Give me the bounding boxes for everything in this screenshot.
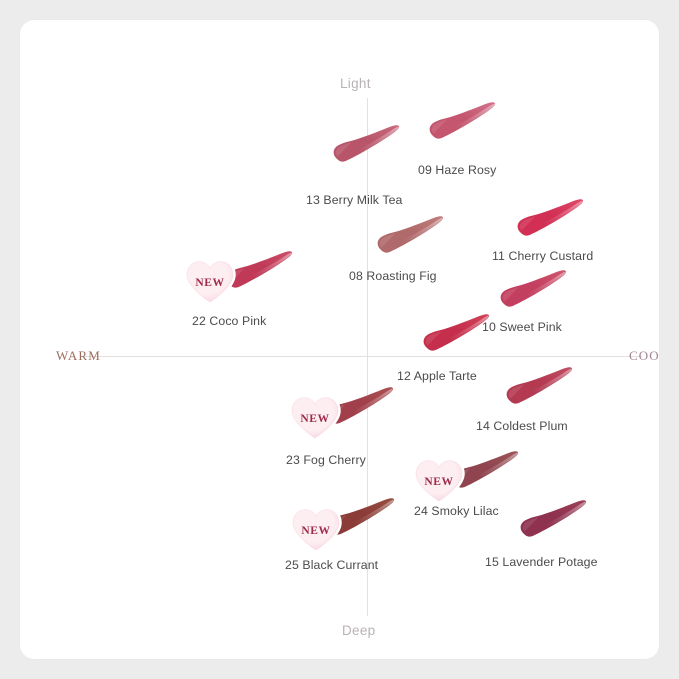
heart-shape	[184, 258, 236, 305]
heart-shape	[290, 506, 342, 553]
new-badge-label: NEW	[195, 277, 225, 289]
shade-label-08: 08 Roasting Fig	[349, 269, 437, 283]
shade-label-15: 15 Lavender Potage	[485, 555, 598, 569]
shade-label-11: 11 Cherry Custard	[492, 249, 594, 263]
axis-label-deep: Deep	[342, 623, 376, 638]
new-badge-24: NEW	[413, 457, 465, 505]
shade-label-12: 12 Apple Tarte	[397, 369, 477, 383]
shade-swatch-08	[374, 216, 444, 258]
shade-label-09: 09 Haze Rosy	[418, 163, 497, 177]
heart-shape	[413, 457, 465, 504]
axis-label-warm: WARM	[56, 348, 101, 363]
swatch-shape	[520, 500, 587, 537]
heart-shape	[289, 394, 341, 441]
shade-label-13: 13 Berry Milk Tea	[306, 193, 403, 207]
shade-label-22: 22 Coco Pink	[192, 314, 267, 328]
shade-swatch-12	[420, 314, 490, 356]
new-badge-22: NEW	[184, 258, 236, 306]
new-badge-25: NEW	[290, 506, 342, 554]
shade-label-14: 14 Coldest Plum	[476, 419, 568, 433]
shade-swatch-14	[503, 367, 573, 409]
swatch-shape	[517, 199, 584, 236]
shade-chart-card: Light Deep WARM COOL 13 Berry Milk Tea	[20, 20, 659, 659]
vertical-axis-line	[367, 98, 368, 616]
new-badge-label: NEW	[300, 413, 330, 425]
swatch-shape	[429, 102, 496, 139]
shade-label-25: 25 Black Currant	[285, 558, 379, 572]
shade-swatch-11	[514, 199, 584, 241]
swatch-shape	[333, 125, 400, 162]
horizontal-axis-line	[82, 356, 642, 357]
axis-label-light: Light	[340, 76, 371, 91]
shade-label-10: 10 Sweet Pink	[482, 320, 562, 334]
swatch-shape	[377, 216, 444, 253]
swatch-shape	[500, 270, 567, 307]
new-badge-label: NEW	[301, 525, 331, 537]
shade-swatch-15	[517, 500, 587, 542]
swatch-shape	[506, 367, 573, 404]
shade-swatch-09	[426, 102, 496, 144]
shade-label-23: 23 Fog Cherry	[286, 453, 366, 467]
shade-swatch-10	[497, 270, 567, 312]
axis-label-cool: COOL	[629, 348, 659, 363]
shade-label-24: 24 Smoky Lilac	[414, 504, 499, 518]
new-badge-label: NEW	[424, 476, 454, 488]
swatch-shape	[423, 314, 490, 351]
shade-swatch-13	[330, 125, 400, 167]
new-badge-23: NEW	[289, 394, 341, 442]
